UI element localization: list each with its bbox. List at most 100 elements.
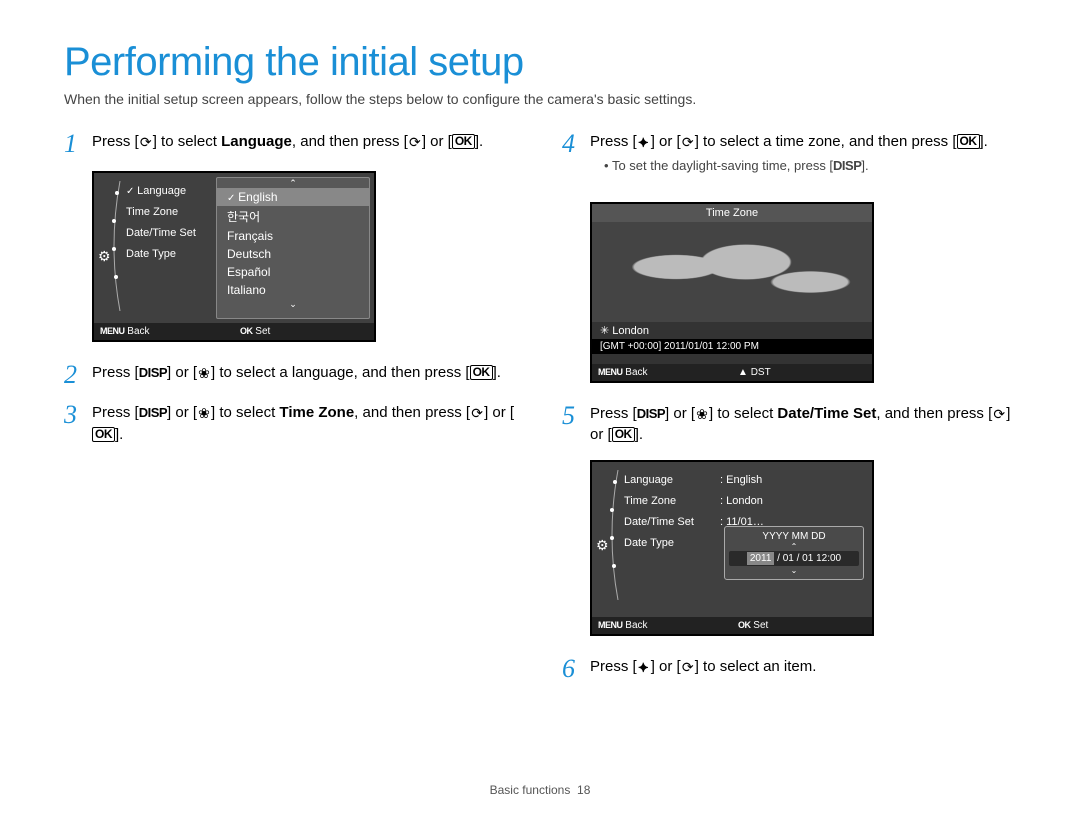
chevron-down-icon: ⌄ <box>729 566 859 575</box>
text: ] or [ <box>651 658 681 675</box>
text: ]. <box>475 133 483 150</box>
text: Press [ <box>92 133 139 150</box>
tz-location: ✳ London <box>592 322 872 339</box>
text: , and then press [ <box>354 404 470 421</box>
language-option: Deutsch <box>217 245 369 263</box>
menu-item: Date Type <box>624 533 708 554</box>
menu-item: Date Type <box>126 244 210 265</box>
language-option: Español <box>217 263 369 281</box>
footer-dst: ▲ DST <box>732 364 872 381</box>
language-option: 한국어 <box>217 206 369 227</box>
menu-item: Language <box>624 470 708 491</box>
menu-curve <box>112 181 124 311</box>
text: ] to select <box>211 404 279 421</box>
date-format: YYYY MM DD <box>729 531 859 542</box>
disp-icon: DISP <box>139 365 167 380</box>
text: ] or [ <box>167 404 197 421</box>
page-footer: Basic functions 18 <box>0 783 1080 797</box>
page-title: Performing the initial setup <box>64 40 1016 85</box>
language-screenshot: ⚙ Language Time Zone Date/Time Set Date … <box>92 171 376 342</box>
disp-icon: DISP <box>139 405 167 420</box>
gear-icon: ⚙ <box>98 243 111 270</box>
chevron-up-icon: ⌃ <box>217 178 369 188</box>
right-column: 4 Press [⯌] or [⟳] to select a time zone… <box>562 131 1016 696</box>
text-bold: Time Zone <box>279 404 354 421</box>
text: ] to select <box>153 133 221 150</box>
text-bold: Language <box>221 133 292 150</box>
timezone-screenshot: Time Zone ✳ London [GMT +00:00] 2011/01/… <box>590 202 874 383</box>
footer-set: OK Set <box>732 617 872 634</box>
self-timer-icon: ⟳ <box>681 132 695 152</box>
footer-back: MENU Back <box>94 323 234 340</box>
macro-icon: ❀ <box>695 404 709 424</box>
text: , and then press [ <box>292 133 408 150</box>
setting-value: : English <box>720 470 866 491</box>
step-2: 2 Press [DISP] or [❀] to select a langua… <box>64 362 518 388</box>
step-number: 2 <box>64 362 92 388</box>
menu-item: Language <box>126 181 210 202</box>
chevron-up-icon: ⌃ <box>729 542 859 551</box>
text-bold: Date/Time Set <box>777 405 876 422</box>
text: ] or [ <box>167 364 197 381</box>
text: ]. <box>635 426 643 443</box>
date-value: 2011 / 01 / 01 12:00 <box>729 551 859 566</box>
self-timer-icon: ⟳ <box>139 132 153 152</box>
menu-item: Date/Time Set <box>126 223 210 244</box>
self-timer-icon: ⟳ <box>992 404 1006 424</box>
language-list: ⌃ ✓ English 한국어 Français Deutsch Español… <box>216 177 370 319</box>
macro-icon: ❀ <box>197 363 211 383</box>
ok-icon: OK <box>957 134 980 149</box>
text: Press [ <box>92 364 139 381</box>
self-timer-icon: ⟳ <box>681 657 695 677</box>
step-3: 3 Press [DISP] or [❀] to select Time Zon… <box>64 402 518 446</box>
flash-icon: ⯌ <box>637 132 651 152</box>
language-option: Italiano <box>217 281 369 299</box>
text: Press [ <box>92 404 139 421</box>
ok-icon: OK <box>470 365 493 380</box>
setting-value: : London <box>720 491 866 512</box>
text: , and then press [ <box>876 405 992 422</box>
gear-icon: ⚙ <box>596 532 609 559</box>
intro-text: When the initial setup screen appears, f… <box>64 91 1016 107</box>
text: ]. <box>980 133 988 150</box>
text: ]. <box>493 364 501 381</box>
ok-icon: OK <box>612 427 635 442</box>
macro-icon: ❀ <box>197 403 211 423</box>
menu-item: Time Zone <box>126 202 210 223</box>
sub-note: To set the daylight-saving time, press [… <box>604 157 988 176</box>
ok-icon: OK <box>452 134 475 149</box>
left-column: 1 Press [⟳] to select Language, and then… <box>64 131 518 696</box>
menu-curve <box>610 470 622 600</box>
disp-icon: DISP <box>637 406 665 421</box>
flash-icon: ⯌ <box>637 657 651 677</box>
text: Press [ <box>590 658 637 675</box>
chevron-down-icon: ⌄ <box>217 299 369 309</box>
tz-gmt: [GMT +00:00] 2011/01/01 12:00 PM <box>592 339 872 354</box>
text: ]. <box>115 426 123 443</box>
step-number: 6 <box>562 656 590 682</box>
menu-item: Date/Time Set <box>624 512 708 533</box>
language-option: ✓ English <box>217 188 369 206</box>
step-1: 1 Press [⟳] to select Language, and then… <box>64 131 518 157</box>
world-map <box>592 222 872 322</box>
menu-item: Time Zone <box>624 491 708 512</box>
step-number: 4 <box>562 131 590 188</box>
date-entry-box: YYYY MM DD ⌃ 2011 / 01 / 01 12:00 ⌄ <box>724 526 864 580</box>
footer-back: MENU Back <box>592 364 732 381</box>
step-number: 3 <box>64 402 92 446</box>
text: ] to select a language, and then press [ <box>211 364 470 381</box>
datetime-screenshot: ⚙ Language Time Zone Date/Time Set Date … <box>590 460 874 636</box>
tz-title: Time Zone <box>592 204 872 222</box>
step-5: 5 Press [DISP] or [❀] to select Date/Tim… <box>562 403 1016 447</box>
footer-back: MENU Back <box>592 617 732 634</box>
text: ] or [ <box>422 133 452 150</box>
text: ] to select a time zone, and then press … <box>695 133 957 150</box>
text: ] to select an item. <box>695 658 817 675</box>
text: Press [ <box>590 133 637 150</box>
text: ] or [ <box>651 133 681 150</box>
text: ] or [ <box>484 404 514 421</box>
self-timer-icon: ⟳ <box>408 132 422 152</box>
ok-icon: OK <box>92 427 115 442</box>
text: ] or [ <box>665 405 695 422</box>
step-4: 4 Press [⯌] or [⟳] to select a time zone… <box>562 131 1016 188</box>
